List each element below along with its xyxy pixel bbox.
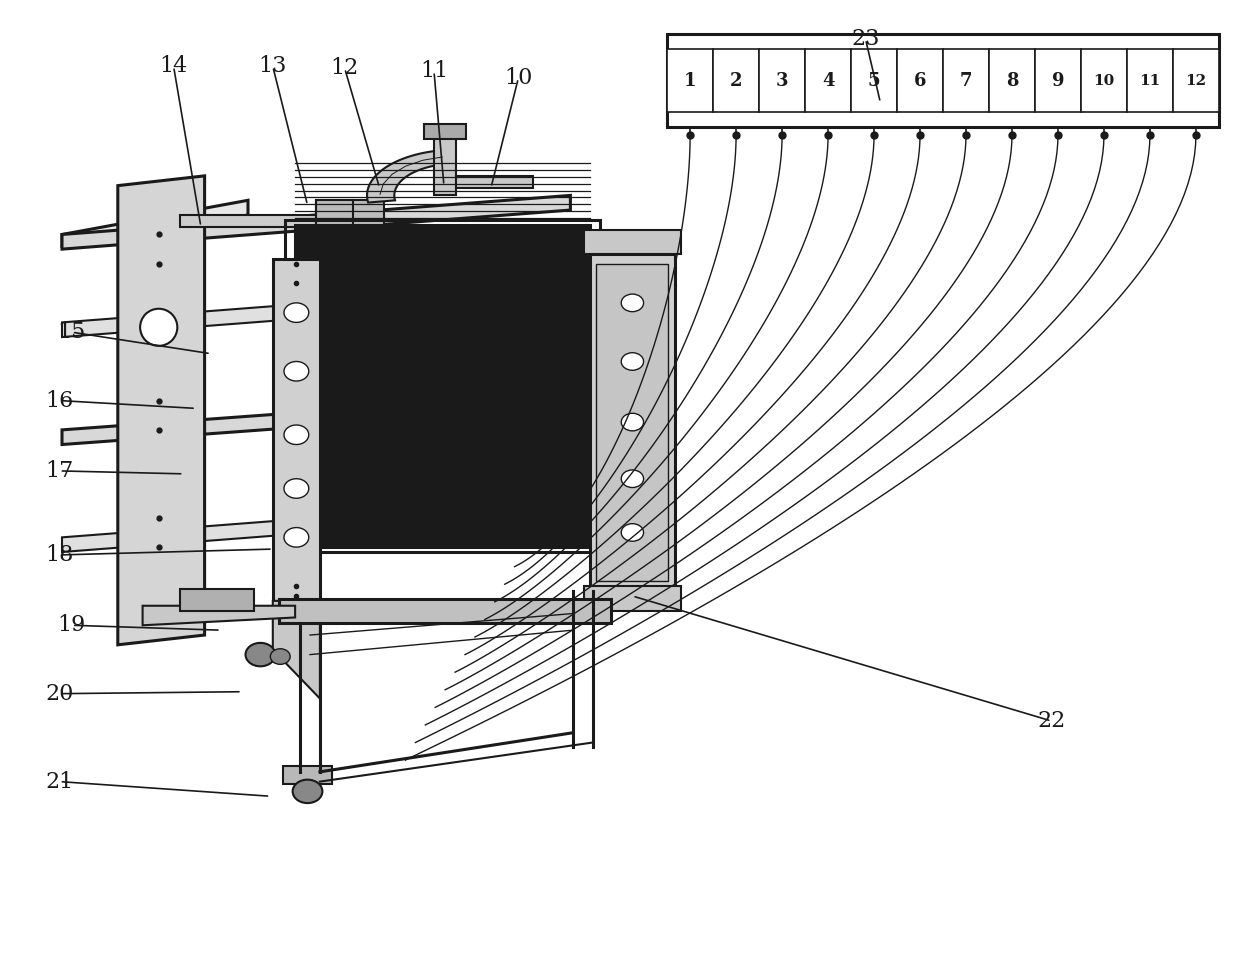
Polygon shape bbox=[367, 150, 446, 202]
Bar bbox=[285, 220, 600, 552]
Polygon shape bbox=[62, 200, 248, 246]
Polygon shape bbox=[62, 498, 570, 552]
Bar bbox=[424, 124, 466, 139]
Text: 10: 10 bbox=[505, 67, 532, 89]
Text: 18: 18 bbox=[46, 544, 73, 566]
Text: 16: 16 bbox=[46, 390, 73, 411]
Polygon shape bbox=[180, 215, 384, 227]
Text: 21: 21 bbox=[46, 771, 73, 792]
Text: 6: 6 bbox=[914, 71, 926, 90]
Circle shape bbox=[284, 303, 309, 322]
Circle shape bbox=[621, 353, 644, 370]
Bar bbox=[584, 230, 681, 254]
Text: 12: 12 bbox=[331, 58, 358, 79]
Ellipse shape bbox=[140, 309, 177, 346]
Text: 8: 8 bbox=[1006, 71, 1018, 90]
Polygon shape bbox=[456, 176, 533, 188]
Text: 10: 10 bbox=[1094, 73, 1115, 88]
Text: 20: 20 bbox=[46, 683, 73, 704]
Text: 19: 19 bbox=[58, 615, 86, 636]
Circle shape bbox=[246, 643, 275, 666]
Bar bbox=[590, 254, 675, 591]
Polygon shape bbox=[62, 283, 570, 337]
Bar bbox=[1035, 49, 1081, 112]
Text: 2: 2 bbox=[730, 71, 743, 90]
Polygon shape bbox=[434, 137, 456, 195]
Polygon shape bbox=[143, 606, 295, 625]
Bar bbox=[1127, 49, 1173, 112]
Circle shape bbox=[621, 470, 644, 488]
Text: 9: 9 bbox=[1052, 71, 1064, 90]
Polygon shape bbox=[316, 200, 384, 241]
Text: 7: 7 bbox=[960, 71, 972, 90]
Polygon shape bbox=[62, 393, 570, 445]
Bar bbox=[1081, 49, 1127, 112]
Circle shape bbox=[621, 524, 644, 541]
Bar bbox=[851, 49, 897, 112]
Text: 1: 1 bbox=[684, 71, 697, 90]
Polygon shape bbox=[118, 176, 205, 645]
Text: 17: 17 bbox=[46, 460, 73, 482]
Text: 4: 4 bbox=[822, 71, 835, 90]
Bar bbox=[273, 259, 320, 601]
Polygon shape bbox=[273, 601, 320, 699]
Bar bbox=[713, 49, 759, 112]
Bar bbox=[805, 49, 851, 112]
Circle shape bbox=[293, 780, 322, 803]
Bar bbox=[667, 49, 713, 112]
Circle shape bbox=[284, 361, 309, 381]
Text: 13: 13 bbox=[259, 56, 286, 77]
Bar bbox=[283, 766, 332, 784]
Bar bbox=[295, 225, 590, 547]
Bar bbox=[584, 586, 681, 611]
Bar bbox=[279, 599, 611, 623]
Bar bbox=[759, 49, 805, 112]
Bar bbox=[944, 49, 990, 112]
Text: 12: 12 bbox=[1185, 73, 1207, 88]
Circle shape bbox=[284, 425, 309, 445]
Circle shape bbox=[284, 479, 309, 498]
Circle shape bbox=[270, 649, 290, 664]
Text: 15: 15 bbox=[58, 321, 86, 343]
Text: 5: 5 bbox=[868, 71, 880, 90]
Bar bbox=[897, 49, 944, 112]
Text: 23: 23 bbox=[852, 28, 879, 50]
Text: 22: 22 bbox=[1038, 710, 1065, 732]
Polygon shape bbox=[62, 195, 570, 249]
Circle shape bbox=[621, 294, 644, 312]
Text: 11: 11 bbox=[1140, 73, 1161, 88]
Circle shape bbox=[621, 413, 644, 431]
Bar bbox=[667, 34, 1219, 127]
Text: 3: 3 bbox=[776, 71, 789, 90]
Circle shape bbox=[284, 528, 309, 547]
Bar bbox=[596, 264, 668, 581]
Text: 14: 14 bbox=[160, 56, 187, 77]
Text: 11: 11 bbox=[420, 61, 448, 82]
Bar bbox=[990, 49, 1035, 112]
Bar bbox=[180, 589, 254, 611]
Bar bbox=[1173, 49, 1219, 112]
